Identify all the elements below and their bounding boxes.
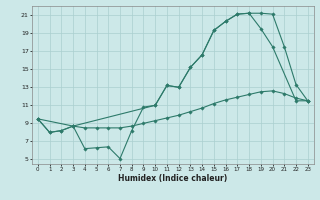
X-axis label: Humidex (Indice chaleur): Humidex (Indice chaleur)	[118, 174, 228, 183]
